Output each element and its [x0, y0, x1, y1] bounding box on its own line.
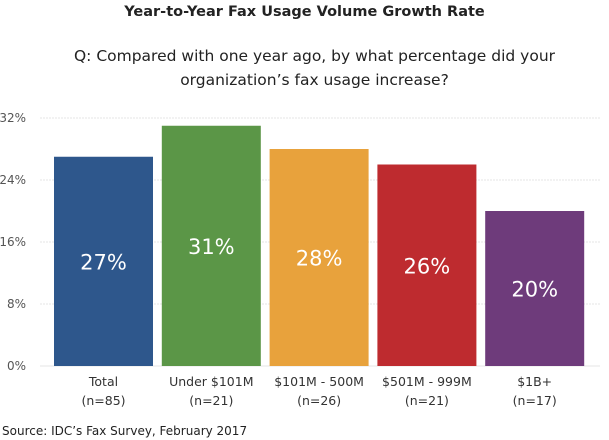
x-tick-label: Total [88, 374, 118, 389]
x-tick-label: $501M - 999M [382, 374, 472, 389]
x-tick-label: $1B+ [517, 374, 552, 389]
bar-value-label: 27% [80, 250, 127, 274]
x-tick-label: Under $101M [169, 374, 253, 389]
y-tick-label: 8% [7, 297, 26, 311]
x-tick-label: (n=21) [189, 393, 233, 408]
y-tick-label: 0% [7, 359, 26, 373]
chart-subtitle: Q: Compared with one year ago, by what p… [73, 47, 556, 89]
bar [485, 211, 585, 366]
bar [269, 149, 369, 366]
x-tick-label: (n=85) [81, 393, 125, 408]
bar-value-label: 28% [296, 247, 343, 271]
y-tick-label: 16% [0, 235, 26, 249]
x-tick-label: (n=17) [513, 393, 557, 408]
bar-value-label: 20% [511, 278, 558, 302]
y-tick-label: 24% [0, 173, 26, 187]
bar-value-label: 26% [404, 254, 451, 278]
bar [161, 125, 261, 366]
source-note: Source: IDC’s Fax Survey, February 2017 [2, 424, 248, 438]
x-tick-label: $101M - 500M [274, 374, 364, 389]
bar [377, 164, 477, 366]
y-tick-label: 32% [0, 111, 26, 125]
bar-value-label: 31% [188, 235, 235, 259]
bar [54, 156, 153, 366]
x-tick-label: (n=26) [297, 393, 341, 408]
x-tick-label: (n=21) [405, 393, 449, 408]
chart-title: Year-to-Year Fax Usage Volume Growth Rat… [124, 4, 485, 20]
